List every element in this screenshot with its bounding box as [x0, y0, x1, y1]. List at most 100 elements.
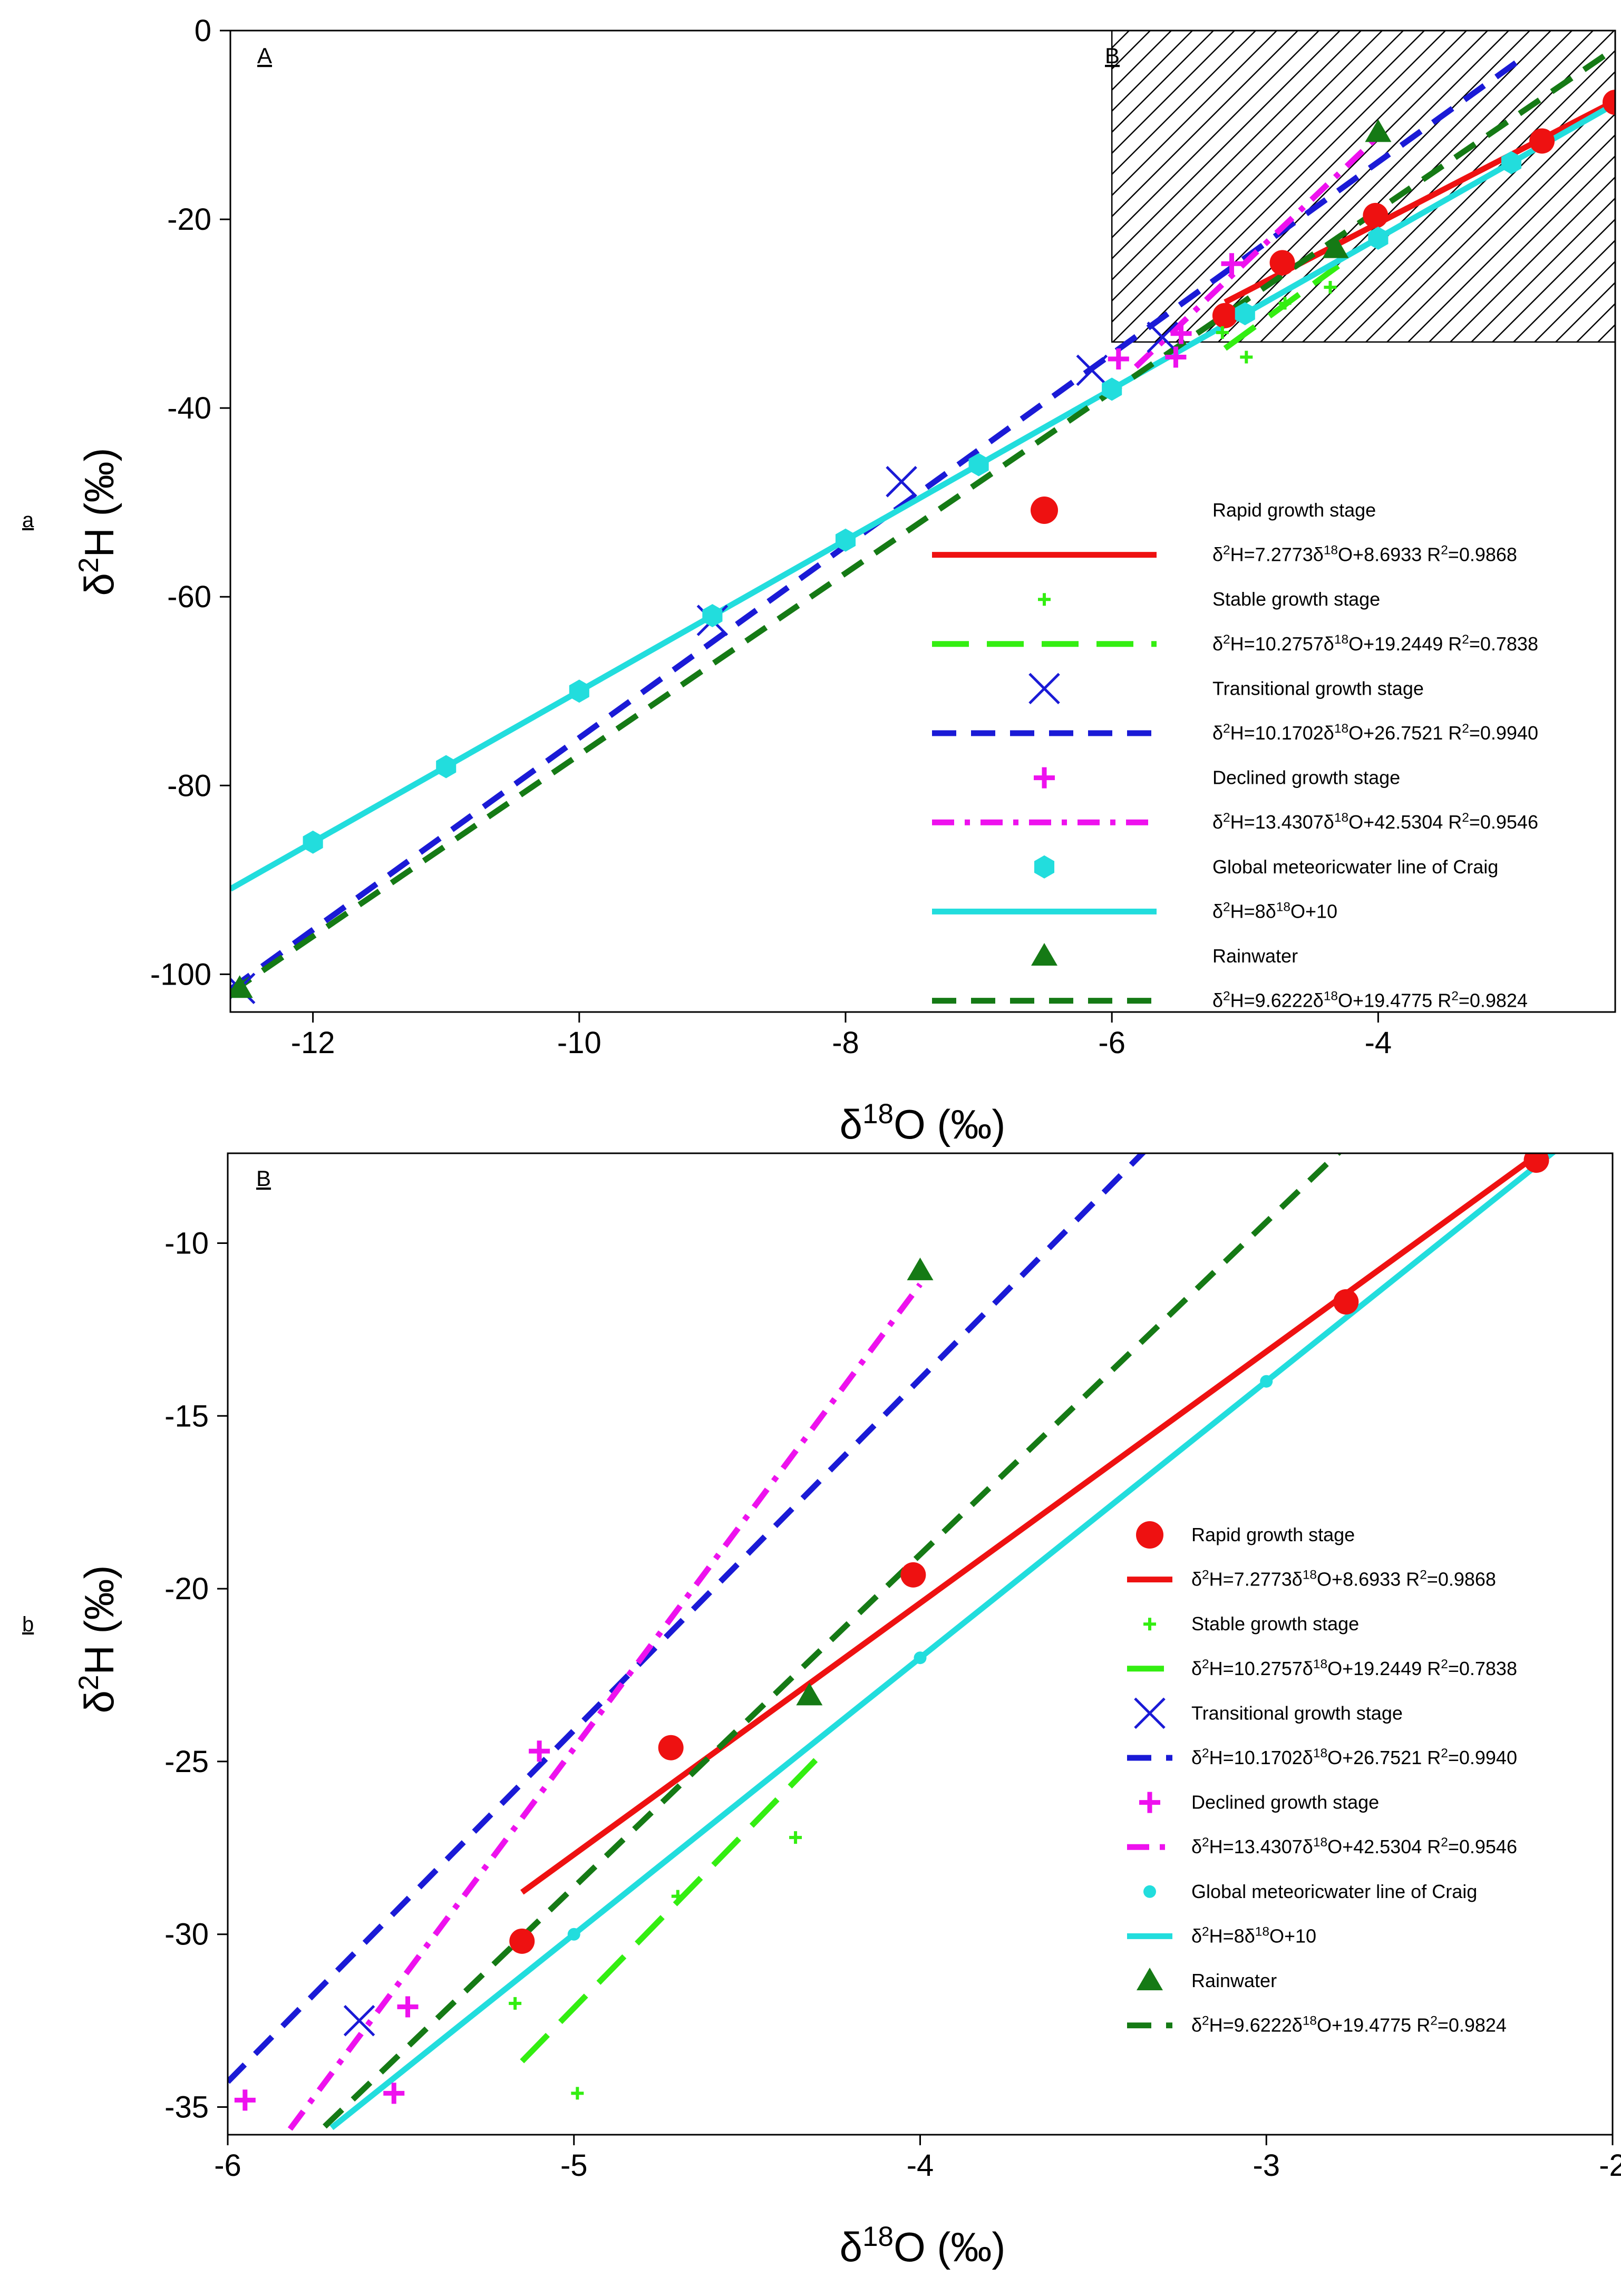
- legend-label-part: 18: [1334, 811, 1348, 825]
- legend-label-part: H=7.2773δ: [1230, 544, 1324, 566]
- data-point-2-0: [1216, 326, 1229, 339]
- legend-label-part: 2: [1223, 811, 1230, 825]
- region-label-b: B: [1105, 43, 1120, 68]
- legend-label-part: 2: [1441, 543, 1448, 557]
- y-axis-label-sup: 2: [73, 1675, 104, 1691]
- region-label-b: B: [256, 1166, 271, 1191]
- legend-label-part: 2: [1441, 1746, 1448, 1760]
- legend-label-1: δ2H=7.2773δ18O+8.6933 R2=0.9868: [1212, 543, 1517, 566]
- legend-label-part: δ: [1191, 1569, 1202, 1590]
- legend-label-7: δ2H=13.4307δ18O+42.5304 R2=0.9546: [1191, 1835, 1517, 1858]
- legend-label-part: =0.9824: [1459, 990, 1528, 1011]
- legend-label-part: δ: [1212, 544, 1223, 566]
- legend-label-part: O+19.4775 R: [1338, 990, 1451, 1011]
- legend-marker-2: [1143, 1618, 1156, 1631]
- legend-label-part: =0.9546: [1469, 811, 1538, 833]
- legend-label-part: 2: [1441, 1657, 1448, 1671]
- legend-label-11: δ2H=9.6222δ18O+19.4775 R2=0.9824: [1212, 989, 1528, 1011]
- y-axis-label-main: δ: [76, 1690, 122, 1713]
- data-point-10-0: [796, 1682, 823, 1706]
- regression-line-5: [228, 1153, 1147, 2084]
- legend-label-4: Transitional growth stage: [1191, 1702, 1403, 1724]
- legend-label-6: Declined growth stage: [1212, 767, 1400, 789]
- data-point-2-0: [509, 1997, 522, 2010]
- legend-label-part: δ: [1212, 990, 1223, 1011]
- legend-label-10: Rainwater: [1212, 945, 1298, 967]
- legend-label-4: Transitional growth stage: [1212, 677, 1424, 699]
- legend-label-5: δ2H=10.1702δ18O+26.7521 R2=0.9940: [1212, 722, 1538, 744]
- legend-label-part: O+10: [1290, 900, 1337, 922]
- data-point-6-0: [234, 2089, 256, 2111]
- legend-label-part: 2: [1441, 1835, 1448, 1850]
- y-tick-label-2: -25: [164, 1745, 209, 1779]
- legend-label-part: =0.9868: [1427, 1569, 1496, 1590]
- data-point-4-0: [343, 2005, 375, 2037]
- legend-label-part: δ: [1191, 1658, 1202, 1679]
- data-point-8-2: [1260, 1375, 1273, 1388]
- legend-label-part: O+26.7521 R: [1348, 722, 1462, 744]
- legend-label-8: Global meteoricwater line of Craig: [1191, 1881, 1477, 1902]
- legend-marker-2: [1038, 593, 1051, 606]
- legend-label-part: O+19.4775 R: [1317, 2015, 1430, 2036]
- legend-label-part: =0.9868: [1448, 544, 1517, 566]
- x-tick-label-4: -2: [1599, 2148, 1621, 2183]
- legend-marker-10: [1137, 1968, 1163, 1990]
- data-point-6-2: [397, 1996, 419, 2018]
- legend-marker-4: [1028, 673, 1060, 705]
- legend-label-part: 2: [1202, 1746, 1209, 1760]
- y-tick-label-0: -35: [164, 2090, 209, 2125]
- legend-label-9: δ2H=8δ18O+10: [1191, 1924, 1316, 1947]
- data-point-10-1: [907, 1257, 934, 1280]
- data-point-4-2: [886, 466, 917, 498]
- data-point-8-6: [1102, 377, 1122, 401]
- data-point-0-4: [1523, 1153, 1549, 1173]
- legend-label-part: O+42.5304 R: [1327, 1836, 1441, 1857]
- data-point-0-0: [1212, 303, 1238, 328]
- region-label-a: A: [257, 43, 272, 68]
- data-point-6-3: [1221, 253, 1243, 275]
- legend-label-0: Rapid growth stage: [1212, 499, 1376, 521]
- data-point-8-5: [968, 453, 989, 476]
- legend-label-part: 2: [1462, 722, 1469, 736]
- legend-label-part: δ: [1191, 1836, 1202, 1857]
- x-axis-label-sup: 18: [862, 1098, 894, 1130]
- y-tick-label-5: -10: [164, 1226, 209, 1260]
- legend-label-part: 18: [1303, 2013, 1317, 2028]
- legend-label-2: Stable growth stage: [1212, 588, 1380, 610]
- x-axis-label-tail: O (‰): [894, 1101, 1005, 1147]
- legend-label-part: O+42.5304 R: [1348, 811, 1462, 833]
- data-point-6-1: [1165, 346, 1187, 368]
- legend: Rapid growth stageδ2H=7.2773δ18O+8.6933 …: [1127, 1521, 1517, 2036]
- legend-label-part: 2: [1420, 1568, 1427, 1582]
- legend-label-part: 2: [1202, 1657, 1209, 1671]
- x-tick-label-4: -4: [1365, 1026, 1392, 1060]
- legend-label-part: 2: [1462, 632, 1469, 646]
- legend-label-part: 2: [1223, 722, 1230, 736]
- y-tick-label-2: -60: [167, 580, 211, 614]
- legend-marker-8: [1034, 855, 1055, 879]
- x-axis-label-main: δ: [840, 2224, 862, 2270]
- legend-marker-0: [1136, 1521, 1163, 1549]
- legend-label-part: 18: [1324, 989, 1338, 1003]
- regression-line-9: [329, 1153, 1557, 2130]
- data-point-2-2: [671, 1890, 684, 1903]
- legend-marker-4: [1134, 1697, 1166, 1729]
- x-tick-label-2: -4: [907, 2148, 934, 2183]
- legend-marker-8: [1143, 1885, 1156, 1898]
- legend-label-6: Declined growth stage: [1191, 1792, 1379, 1813]
- plot-frame: [229, 30, 1616, 1013]
- data-point-0-3: [1529, 128, 1555, 154]
- legend-label-part: H=13.4307δ: [1230, 811, 1334, 833]
- data-point-8-4: [835, 528, 856, 552]
- panel-tag: a: [22, 509, 34, 532]
- y-axis-label: δ2H (‰): [73, 1565, 123, 1714]
- legend-label-part: 2: [1223, 989, 1230, 1003]
- highlight-region-b: [1111, 30, 1616, 343]
- legend-label-3: δ2H=10.2757δ18O+19.2449 R2=0.7838: [1191, 1657, 1517, 1679]
- x-tick-label-1: -5: [560, 2148, 588, 2183]
- legend-label-part: δ: [1191, 2015, 1202, 2036]
- legend-label-part: 18: [1255, 1924, 1269, 1939]
- legend-label-part: =0.7838: [1448, 1658, 1517, 1679]
- data-point-8-0: [303, 830, 323, 854]
